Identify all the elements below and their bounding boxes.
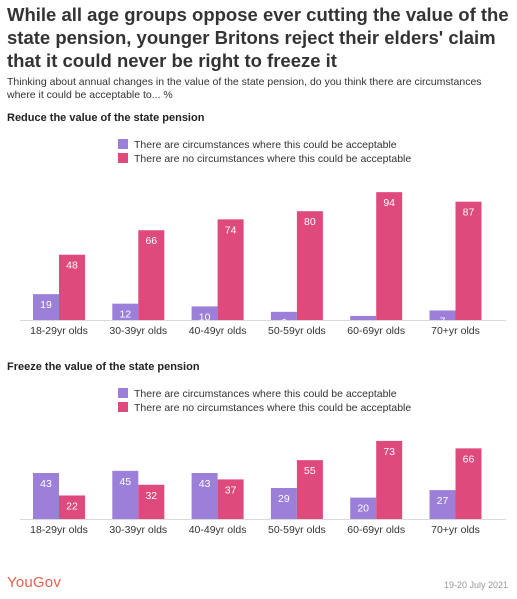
- data-label: 12: [119, 309, 131, 321]
- data-label: 66: [463, 453, 475, 465]
- bar-acceptable: [191, 472, 218, 519]
- data-label: 45: [119, 476, 131, 488]
- category-label: 30-39yr olds: [109, 524, 167, 536]
- chart-reduce: 19 48 18-29yr olds 12 66 30-39yr olds 10 74 40-4…: [20, 192, 506, 337]
- category-label: 70+yr olds: [431, 325, 480, 337]
- bar-acceptable: [112, 470, 139, 519]
- chart2-legend-acceptable: There are circumstances where this could…: [118, 388, 397, 401]
- data-label: 3: [360, 321, 366, 333]
- bar-acceptable: [33, 294, 59, 320]
- bar-never: [59, 254, 85, 320]
- data-label: 74: [225, 224, 237, 236]
- bar-acceptable: [270, 487, 297, 519]
- category-label: 40-49yr olds: [189, 524, 247, 536]
- bar-never: [296, 211, 323, 320]
- bar-acceptable: [112, 303, 139, 320]
- chart-subtitle: Thinking about annual changes in the val…: [7, 76, 482, 101]
- bar-acceptable: [429, 310, 456, 320]
- data-label: 87: [463, 207, 475, 219]
- legend-swatch-acceptable: [118, 388, 128, 398]
- bar-acceptable: [191, 306, 218, 320]
- data-label: 73: [383, 446, 395, 458]
- data-label: 6: [281, 317, 287, 329]
- data-label: 22: [66, 500, 78, 512]
- data-label: 55: [304, 465, 316, 477]
- chart2-legend-never: There are no circumstances where this co…: [118, 402, 411, 415]
- legend-label: There are circumstances where this could…: [134, 388, 397, 400]
- category-label: 60-69yr olds: [347, 524, 405, 536]
- data-label: 7: [440, 315, 446, 327]
- chart1-title: Reduce the value of the state pension: [7, 112, 205, 124]
- bar-never: [217, 479, 244, 519]
- data-label: 10: [199, 311, 211, 323]
- data-label: 80: [304, 216, 316, 228]
- yougov-logo: YouGov: [7, 574, 62, 591]
- bar-never: [217, 219, 244, 320]
- data-label: 32: [145, 490, 157, 502]
- data-label: 37: [225, 484, 237, 496]
- bar-never: [138, 230, 165, 320]
- category-label: 50-59yr olds: [268, 524, 326, 536]
- chart-title: While all age groups oppose ever cutting…: [7, 4, 509, 71]
- category-label: 18-29yr olds: [30, 325, 88, 337]
- data-label: 43: [199, 478, 211, 490]
- data-label: 43: [40, 478, 52, 490]
- bar-acceptable: [33, 472, 59, 519]
- data-label: 19: [40, 299, 52, 311]
- category-label: 60-69yr olds: [347, 325, 405, 337]
- category-label: 18-29yr olds: [30, 524, 88, 536]
- data-label: 94: [383, 197, 395, 209]
- bar-acceptable: [350, 497, 377, 519]
- legend-swatch-never: [118, 402, 128, 412]
- bar-acceptable: [270, 311, 297, 320]
- bar-never: [296, 460, 323, 519]
- bar-never: [376, 440, 403, 519]
- bar-acceptable: [429, 490, 456, 519]
- legend-label: There are no circumstances where this co…: [134, 402, 412, 414]
- category-label: 50-59yr olds: [268, 325, 326, 337]
- category-label: 30-39yr olds: [109, 325, 167, 337]
- bar-never: [455, 448, 482, 519]
- data-label: 48: [66, 260, 78, 272]
- category-label: 70+yr olds: [431, 524, 480, 536]
- chart1-legend-acceptable: There are circumstances where this could…: [118, 139, 397, 152]
- legend-swatch-acceptable: [118, 139, 128, 149]
- bar-acceptable: [350, 315, 377, 320]
- bar-never: [376, 192, 403, 320]
- category-label: 40-49yr olds: [189, 325, 247, 337]
- data-label: 66: [145, 235, 157, 247]
- chart-freeze: 43 22 18-29yr olds 45 32 30-39yr olds 43 37 40-4…: [20, 440, 506, 536]
- bar-never: [59, 495, 85, 519]
- data-label: 20: [357, 503, 369, 515]
- bar-never: [138, 484, 165, 519]
- legend-swatch-never: [118, 153, 128, 163]
- legend-label: There are no circumstances where this co…: [134, 153, 412, 165]
- data-label: 29: [278, 493, 290, 505]
- data-label: 27: [437, 495, 449, 507]
- fieldwork-date: 19-20 July 2021: [443, 580, 508, 590]
- chart2-title: Freeze the value of the state pension: [7, 361, 200, 373]
- bar-never: [455, 201, 482, 320]
- legend-label: There are circumstances where this could…: [134, 139, 397, 151]
- chart1-legend-never: There are no circumstances where this co…: [118, 153, 411, 166]
